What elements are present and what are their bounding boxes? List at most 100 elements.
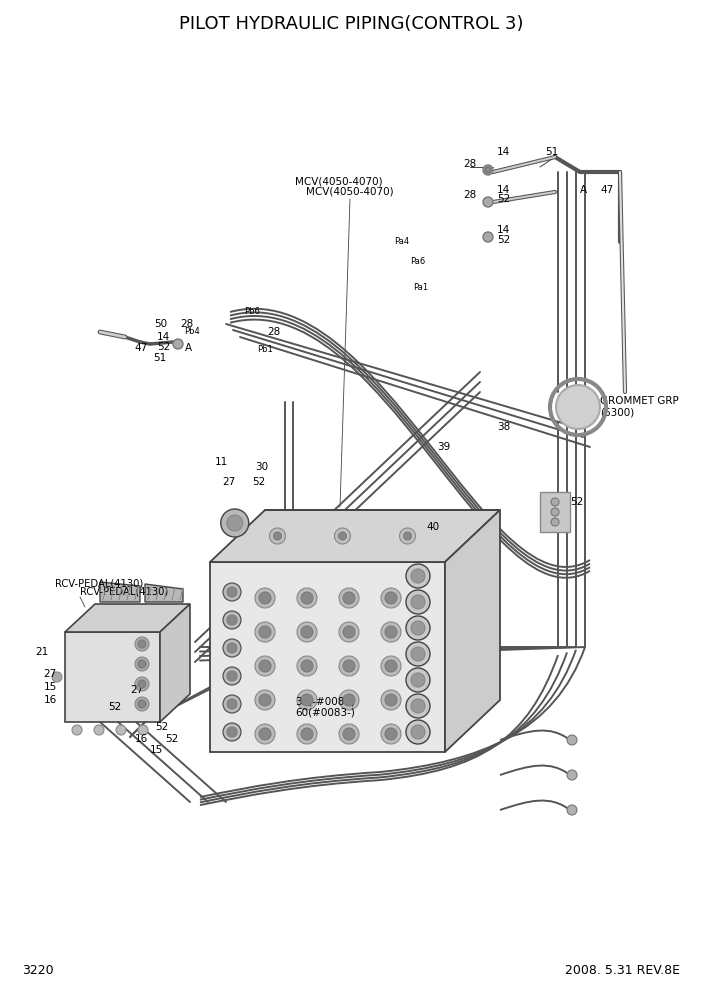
Text: 39: 39 — [437, 442, 450, 452]
Circle shape — [343, 694, 355, 706]
Circle shape — [274, 532, 282, 540]
Circle shape — [551, 508, 559, 516]
Circle shape — [135, 657, 149, 671]
Text: Pb6: Pb6 — [244, 308, 260, 316]
Circle shape — [94, 725, 104, 735]
Text: RCV-PEDAL(4130): RCV-PEDAL(4130) — [55, 579, 143, 589]
Circle shape — [255, 724, 275, 744]
Circle shape — [381, 724, 401, 744]
Circle shape — [297, 588, 317, 608]
Circle shape — [334, 528, 350, 544]
Circle shape — [255, 656, 275, 676]
Polygon shape — [210, 562, 445, 752]
Circle shape — [406, 720, 430, 744]
Text: 11: 11 — [215, 457, 228, 467]
Circle shape — [381, 588, 401, 608]
Circle shape — [485, 167, 491, 173]
Circle shape — [567, 735, 577, 745]
Circle shape — [301, 694, 313, 706]
Circle shape — [138, 725, 148, 735]
Circle shape — [227, 643, 237, 653]
Text: 28: 28 — [180, 319, 193, 329]
Circle shape — [301, 728, 313, 740]
Polygon shape — [145, 584, 183, 602]
Circle shape — [255, 588, 275, 608]
Circle shape — [406, 564, 430, 588]
Circle shape — [411, 673, 425, 687]
Circle shape — [399, 528, 416, 544]
Text: 14: 14 — [157, 332, 170, 342]
Circle shape — [297, 690, 317, 710]
Text: 52: 52 — [165, 734, 178, 744]
Circle shape — [406, 616, 430, 640]
Circle shape — [385, 728, 397, 740]
Text: MCV(4050-4070): MCV(4050-4070) — [295, 177, 383, 187]
Circle shape — [406, 642, 430, 666]
Circle shape — [116, 725, 126, 735]
Bar — [65, 632, 160, 722]
Circle shape — [411, 647, 425, 661]
Circle shape — [339, 656, 359, 676]
Text: 30: 30 — [255, 462, 268, 472]
Text: MCV(4050-4070): MCV(4050-4070) — [306, 187, 394, 197]
Circle shape — [411, 725, 425, 739]
Circle shape — [255, 690, 275, 710]
Circle shape — [381, 690, 401, 710]
Text: 47: 47 — [600, 185, 614, 195]
Circle shape — [411, 699, 425, 713]
Polygon shape — [210, 510, 500, 562]
Circle shape — [297, 724, 317, 744]
Text: 38: 38 — [497, 422, 510, 432]
Circle shape — [381, 622, 401, 642]
Circle shape — [227, 671, 237, 681]
Polygon shape — [65, 604, 190, 632]
Circle shape — [297, 656, 317, 676]
Text: 51: 51 — [545, 147, 558, 157]
Circle shape — [385, 626, 397, 638]
Text: 52: 52 — [157, 342, 170, 352]
Circle shape — [259, 660, 271, 672]
Circle shape — [135, 697, 149, 711]
Circle shape — [135, 637, 149, 651]
Text: Pa1: Pa1 — [413, 283, 428, 292]
Text: 15: 15 — [44, 682, 57, 692]
Text: 14: 14 — [497, 225, 510, 235]
Polygon shape — [100, 582, 140, 602]
Circle shape — [343, 592, 355, 604]
Text: 52: 52 — [497, 194, 510, 204]
Text: 40: 40 — [427, 522, 440, 532]
Text: Pa6: Pa6 — [410, 258, 425, 267]
Polygon shape — [445, 510, 500, 752]
Circle shape — [301, 660, 313, 672]
Circle shape — [297, 622, 317, 642]
Text: A: A — [185, 343, 192, 353]
Circle shape — [343, 626, 355, 638]
Circle shape — [483, 165, 493, 175]
Circle shape — [223, 583, 241, 601]
Circle shape — [404, 532, 411, 540]
Circle shape — [227, 587, 237, 597]
Text: 3220: 3220 — [22, 963, 53, 976]
Text: 52: 52 — [570, 497, 583, 507]
Circle shape — [52, 672, 62, 682]
Text: Pa4: Pa4 — [394, 237, 409, 246]
Polygon shape — [160, 604, 190, 722]
Circle shape — [385, 694, 397, 706]
Circle shape — [567, 770, 577, 780]
Text: 21: 21 — [35, 647, 48, 657]
Circle shape — [483, 232, 493, 242]
Circle shape — [72, 725, 82, 735]
Circle shape — [223, 667, 241, 685]
Circle shape — [406, 694, 430, 718]
Circle shape — [173, 339, 183, 349]
Circle shape — [138, 660, 146, 668]
Text: 2008. 5.31 REV.8E: 2008. 5.31 REV.8E — [565, 963, 680, 976]
Circle shape — [259, 626, 271, 638]
Text: 15: 15 — [150, 745, 164, 755]
Text: 28: 28 — [464, 159, 477, 169]
Circle shape — [138, 700, 146, 708]
Circle shape — [411, 621, 425, 635]
Text: PILOT HYDRAULIC PIPING(CONTROL 3): PILOT HYDRAULIC PIPING(CONTROL 3) — [179, 15, 523, 33]
Circle shape — [223, 611, 241, 629]
Circle shape — [338, 532, 347, 540]
